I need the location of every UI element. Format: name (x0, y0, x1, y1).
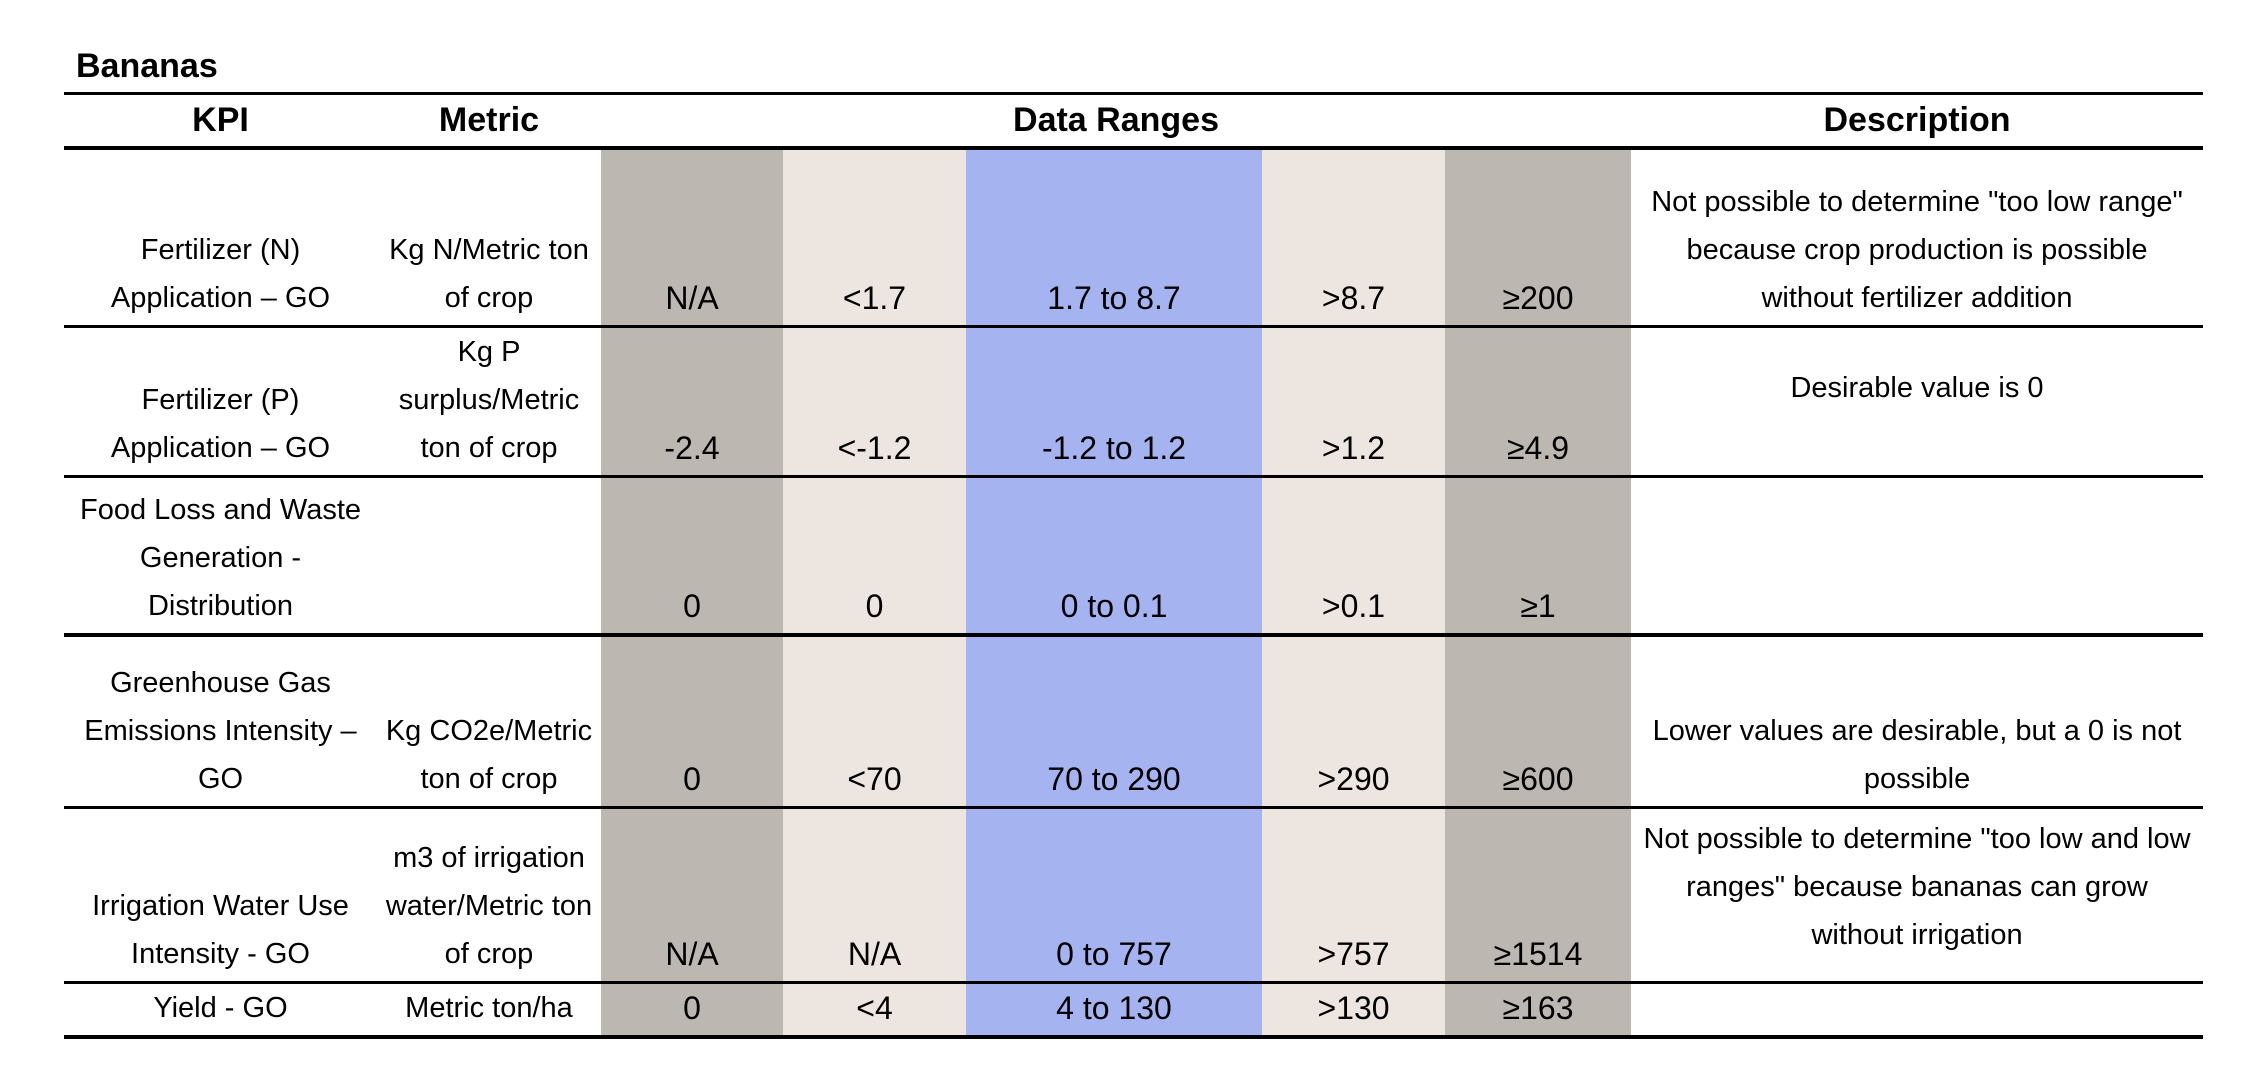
kpi-table: KPI Metric Data Ranges Description Ferti… (64, 92, 2204, 1039)
table-row: Irrigation Water Use Intensity - GO m3 o… (64, 807, 2204, 983)
range-cell: N/A (601, 807, 783, 983)
description-cell: Lower values are desirable, but a 0 is n… (1652, 715, 2182, 795)
range-cell: 4 to 130 (966, 982, 1262, 1037)
header-row: KPI Metric Data Ranges Description (64, 92, 2204, 150)
kpi-cell: Fertilizer (P) Application – GO (110, 384, 331, 464)
sheet-title: Bananas (76, 47, 218, 85)
range-cell: ≥1 (1445, 476, 1632, 635)
range-cell: >130 (1262, 982, 1445, 1037)
table-row: Yield - GO Metric ton/ha 0 <4 4 to 130 >… (64, 982, 2204, 1038)
kpi-cell: Yield - GO (153, 992, 288, 1024)
range-cell: 0 to 757 (966, 807, 1262, 983)
range-cell: ≥163 (1445, 982, 1632, 1037)
kpi-cell: Greenhouse Gas Emissions Intensity – GO (84, 667, 357, 795)
table-row: Food Loss and Waste Generation - Distrib… (64, 476, 2204, 635)
range-cell: 0 (783, 476, 966, 635)
metric-cell (377, 477, 601, 635)
range-cell: 0 to 0.1 (966, 476, 1262, 635)
range-cell: >1.2 (1262, 326, 1445, 477)
range-cell: <4 (783, 982, 966, 1037)
kpi-header: KPI (64, 92, 377, 150)
description-header: Description (1631, 92, 2204, 150)
range-cell: >0.1 (1262, 476, 1445, 635)
range-cell: -2.4 (601, 326, 783, 477)
metric-cell: Kg N/Metric ton of crop (389, 234, 589, 314)
range-cell: 0 (601, 634, 783, 808)
range-cell: 0 (601, 476, 783, 635)
range-cell: ≥4.9 (1445, 326, 1632, 477)
range-cell: ≥200 (1445, 148, 1632, 327)
metric-cell: m3 of irrigation water/Metric ton of cro… (385, 842, 593, 970)
range-cell: >8.7 (1262, 148, 1445, 327)
description-cell (1631, 477, 2203, 635)
description-cell (1631, 983, 2203, 1038)
table-row: Greenhouse Gas Emissions Intensity – GO … (64, 634, 2204, 808)
range-cell: <1.7 (783, 148, 966, 327)
metric-cell: Metric ton/ha (405, 992, 573, 1024)
range-cell: ≥1514 (1445, 807, 1632, 983)
metric-cell: Kg P surplus/Metric ton of crop (398, 336, 580, 464)
range-cell: <-1.2 (783, 326, 966, 477)
kpi-cell: Food Loss and Waste Generation - Distrib… (79, 493, 362, 622)
range-cell: 0 (601, 982, 783, 1037)
range-cell: >757 (1262, 807, 1445, 983)
description-cell: Not possible to determine "too low and l… (1643, 823, 2191, 951)
table-row: Fertilizer (N) Application – GO Kg N/Met… (64, 148, 2204, 327)
description-cell: Desirable value is 0 (1790, 372, 2044, 404)
range-cell: <70 (783, 634, 966, 808)
kpi-cell: Fertilizer (N) Application – GO (110, 234, 331, 314)
description-cell: Not possible to determine "too low range… (1651, 186, 2183, 314)
kpi-cell: Irrigation Water Use Intensity - GO (92, 890, 349, 970)
range-cell: >290 (1262, 634, 1445, 808)
data-ranges-header: Data Ranges (601, 92, 1632, 150)
metric-header: Metric (377, 92, 601, 150)
range-cell: 1.7 to 8.7 (966, 148, 1262, 327)
range-cell: ≥600 (1445, 634, 1632, 808)
range-cell: -1.2 to 1.2 (966, 326, 1262, 477)
range-cell: 70 to 290 (966, 634, 1262, 808)
metric-cell: Kg CO2e/Metric ton of crop (385, 715, 593, 795)
range-cell: N/A (783, 807, 966, 983)
table-row: Fertilizer (P) Application – GO Kg P sur… (64, 326, 2204, 477)
range-cell: N/A (601, 148, 783, 327)
